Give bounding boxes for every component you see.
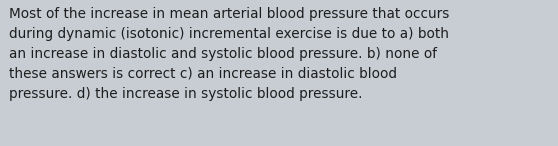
Text: Most of the increase in mean arterial blood pressure that occurs
during dynamic : Most of the increase in mean arterial bl… <box>9 7 449 101</box>
